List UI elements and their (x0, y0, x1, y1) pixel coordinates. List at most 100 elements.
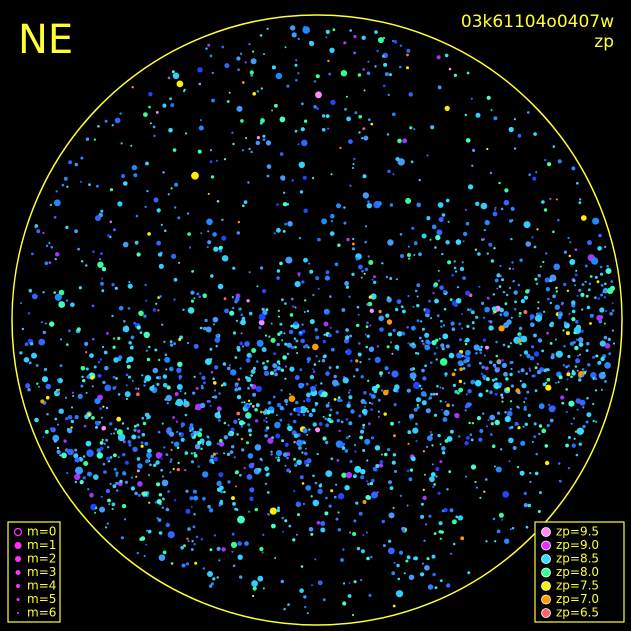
star (74, 480, 78, 484)
star (454, 413, 460, 419)
star (542, 382, 547, 387)
star (117, 456, 120, 459)
star (341, 446, 346, 450)
star (547, 403, 551, 407)
star (303, 451, 308, 456)
star (147, 529, 152, 534)
star (112, 484, 117, 489)
star (497, 359, 501, 363)
star (349, 184, 352, 187)
star (353, 443, 357, 446)
star (293, 489, 296, 493)
star (491, 378, 495, 382)
star (606, 264, 609, 268)
star (162, 103, 167, 108)
star (548, 405, 556, 413)
star (392, 173, 395, 176)
star (222, 255, 229, 262)
star (312, 474, 315, 478)
star (365, 345, 369, 349)
star (306, 357, 311, 362)
star (308, 412, 313, 418)
star (294, 306, 297, 309)
star (97, 373, 102, 378)
star (442, 333, 449, 340)
star (128, 341, 132, 345)
star (537, 273, 541, 278)
star (367, 301, 373, 307)
star (236, 294, 240, 298)
star (435, 358, 438, 361)
star (460, 536, 465, 541)
magnitude-symbol (13, 527, 23, 537)
star (280, 175, 286, 181)
star (569, 241, 572, 244)
star (348, 391, 351, 394)
star (113, 467, 117, 471)
star (156, 240, 162, 246)
star (155, 111, 159, 114)
star (346, 116, 351, 122)
star (240, 313, 244, 317)
star (277, 456, 280, 459)
star (470, 438, 474, 442)
magnitude-label: m=6 (27, 606, 56, 620)
star (461, 261, 464, 264)
star (87, 488, 90, 491)
star (527, 413, 531, 417)
star (496, 273, 501, 278)
star (220, 490, 223, 494)
star (70, 426, 73, 429)
star (534, 389, 538, 393)
star (265, 473, 269, 477)
star (568, 254, 571, 258)
star (416, 352, 420, 355)
star (371, 402, 374, 405)
star (343, 206, 346, 209)
star (531, 374, 535, 378)
star (387, 371, 391, 375)
star (219, 249, 223, 253)
star (284, 222, 287, 226)
star (467, 308, 470, 311)
star (136, 392, 140, 397)
star (185, 508, 191, 514)
star (432, 392, 436, 396)
star (155, 302, 158, 305)
star (461, 313, 464, 315)
star (581, 368, 585, 371)
star (352, 163, 355, 165)
star (295, 533, 298, 536)
star (567, 370, 570, 373)
star (67, 448, 74, 456)
star (466, 436, 470, 440)
star (436, 385, 439, 388)
star (190, 452, 194, 455)
star (558, 462, 561, 465)
star (361, 137, 364, 140)
star (567, 364, 570, 368)
star (98, 258, 102, 261)
star (120, 536, 124, 540)
star (488, 242, 493, 247)
star (494, 278, 499, 283)
star (248, 147, 251, 150)
star (475, 201, 480, 206)
star (543, 208, 548, 212)
star (409, 468, 414, 472)
star (484, 228, 487, 231)
star (213, 456, 219, 462)
star (233, 419, 238, 424)
star (400, 254, 404, 258)
star (402, 138, 408, 144)
star (279, 261, 283, 266)
star (434, 298, 439, 304)
star (218, 245, 223, 250)
star (295, 501, 302, 508)
star (257, 575, 264, 582)
magnitude-symbol (15, 556, 21, 562)
star (130, 335, 135, 340)
star (494, 392, 498, 396)
star (386, 133, 390, 136)
star (330, 173, 333, 176)
